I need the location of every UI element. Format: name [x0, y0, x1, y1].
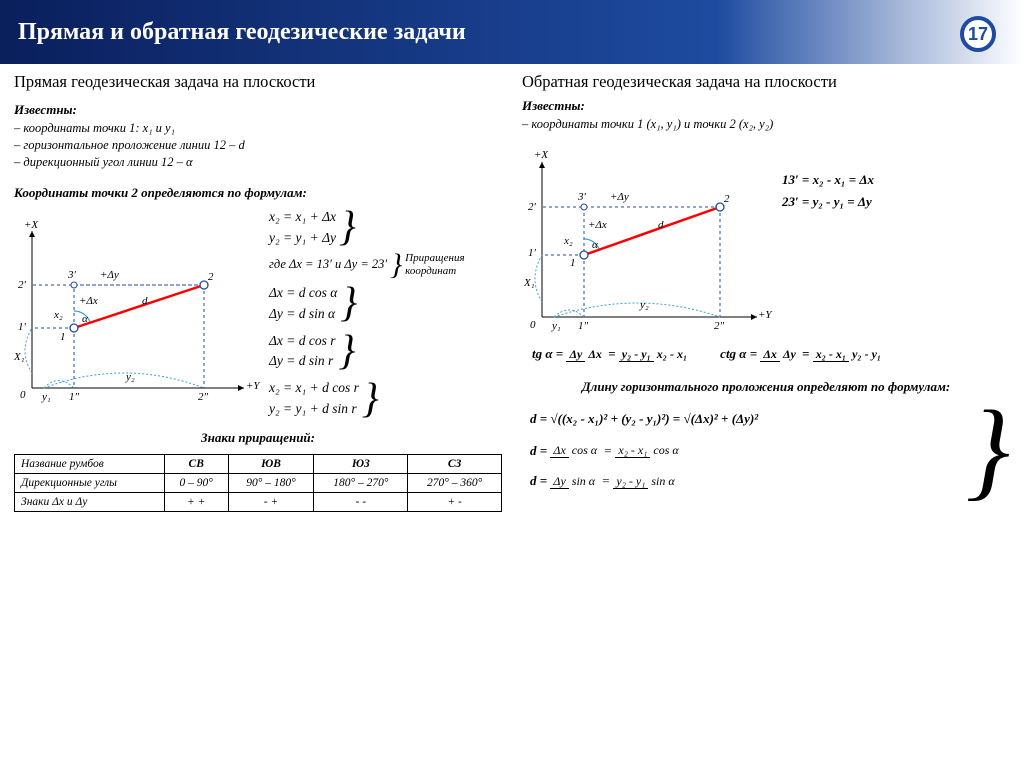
given-item: – горизонтальное проложение линии 12 – d: [14, 137, 502, 154]
equation: Δy = d sin α: [269, 304, 337, 325]
equation: d = √((x₂ - x₁)² + (y₂ - y₁)²) = √(Δx)² …: [530, 408, 963, 430]
brace-icon: }: [362, 385, 379, 414]
signs-table: Название румбов СВ ЮВ ЮЗ СЗ Дирекционные…: [14, 454, 502, 512]
axis-label: +Y: [246, 380, 260, 392]
delta-label: +Δx: [588, 219, 607, 231]
coord-label: X₁: [524, 277, 535, 289]
point-label: 2′: [18, 279, 26, 291]
delta-label: +Δy: [610, 191, 629, 203]
direct-formulas: x₂ = x₁ + Δx y₂ = y₁ + Δy } где Δx = 13′…: [269, 207, 502, 421]
equation: Δy = d sin r: [269, 351, 336, 372]
point-label: 1′: [528, 247, 536, 259]
distance-formulas: d = √((x₂ - x₁)² + (y₂ - y₁)²) = √(Δx)² …: [530, 403, 1010, 497]
point-label: 1: [60, 331, 66, 343]
given-title: Известны:: [14, 102, 502, 118]
delta-label: +Δx: [79, 295, 98, 307]
equation: Δx = d cos r: [269, 331, 336, 352]
coord-label: y₂: [126, 371, 135, 383]
d-sin-formula: d = Δysin α = y₂ - y₁sin α: [530, 470, 963, 492]
angle-label: α: [82, 313, 88, 325]
axis-label: +Y: [758, 309, 772, 321]
coord-label: X₁: [14, 351, 25, 363]
angle-label: α: [592, 239, 598, 251]
distance-label: d: [142, 295, 148, 307]
table-caption: Знаки приращений:: [14, 430, 502, 446]
left-column: Прямая геодезическая задача на плоскости…: [14, 72, 502, 512]
annotation: Приращения координат: [405, 252, 477, 276]
equation: 23′ = y₂ - y₁ = Δy: [782, 191, 874, 213]
right-subtitle: Обратная геодезическая задача на плоскос…: [522, 72, 1010, 92]
point-label: 2″: [198, 391, 208, 403]
point-label: 1″: [578, 320, 588, 332]
diagram-svg: [14, 213, 259, 408]
point-label: 2′: [528, 201, 536, 213]
slide-number-badge: 17: [960, 16, 996, 52]
point-label: 2: [724, 193, 730, 205]
coord-label: y₁: [552, 320, 561, 332]
brace-icon: }: [339, 337, 356, 366]
distance-label: d: [658, 219, 664, 231]
given-item: – координаты точки 1 (x₁, y₁) и точки 2 …: [522, 116, 1010, 133]
coord-label: x₂: [564, 235, 573, 247]
coord-label: y₂: [640, 299, 649, 311]
tg-formula: tg α = ΔyΔx = y₂ - y₁x₂ - x₁: [532, 343, 690, 365]
origin-label: 0: [20, 389, 26, 401]
length-heading: Длину горизонтального проложения определ…: [522, 379, 1010, 395]
d-cos-formula: d = Δxcos α = x₂ - x₁cos α: [530, 440, 963, 462]
coord-label: x₂: [54, 309, 63, 321]
point-label: 3′: [68, 269, 76, 281]
direct-problem-diagram: +X +Y 0 2′ 1′ 3′ +Δy +Δx 1 2 α d x₂ X₁ y…: [14, 213, 259, 408]
equation: x₂ = x₁ + d cos r: [269, 378, 359, 399]
inverse-problem-diagram: +X +Y 0 2′ 1′ 3′ +Δy +Δx 1 2 α d x₂ X₁ y…: [522, 147, 772, 337]
origin-label: 0: [530, 319, 536, 331]
point-label: 3′: [578, 191, 586, 203]
brace-icon: }: [340, 289, 357, 318]
coord-label: y₁: [42, 391, 51, 403]
ctg-formula: ctg α = ΔxΔy = x₂ - x₁y₂ - y₁: [720, 343, 884, 365]
brace-icon: }: [966, 403, 1010, 497]
tg-ctg-formulas: tg α = ΔyΔx = y₂ - y₁x₂ - x₁ ctg α = ΔxΔ…: [532, 343, 1010, 365]
axis-label: +X: [24, 219, 38, 231]
axis-label: +X: [534, 149, 548, 161]
inverse-delta-formulas: 13′ = x₂ - x₁ = Δx 23′ = y₂ - y₁ = Δy: [782, 141, 874, 213]
formula-heading: Координаты точки 2 определяются по форму…: [14, 185, 502, 201]
point-label: 2″: [714, 320, 724, 332]
table-row: Знаки Δx и Δy + + - + - - + -: [15, 493, 502, 512]
given-item: – координаты точки 1: x₁ и y₁: [14, 120, 502, 137]
table-row: Название румбов СВ ЮВ ЮЗ СЗ: [15, 455, 502, 474]
equation: y₂ = y₁ + d sin r: [269, 399, 359, 420]
delta-label: +Δy: [100, 269, 119, 281]
table-row: Дирекционные углы 0 – 90° 90° – 180° 180…: [15, 474, 502, 493]
brace-icon: }: [390, 254, 402, 275]
equation: x₂ = x₁ + Δx: [269, 207, 336, 228]
slide-header: Прямая и обратная геодезические задачи 1…: [0, 0, 1024, 64]
right-column: Обратная геодезическая задача на плоскос…: [522, 72, 1010, 512]
slide-title: Прямая и обратная геодезические задачи: [18, 19, 466, 46]
point-label: 2: [208, 271, 214, 283]
where-text: где Δx = 13′ и Δy = 23′: [269, 254, 387, 275]
point-label: 1′: [18, 321, 26, 333]
point-label: 1: [570, 257, 576, 269]
given-title: Известны:: [522, 98, 1010, 114]
equation: Δx = d cos α: [269, 283, 337, 304]
point-label: 1″: [69, 391, 79, 403]
slide-content: Прямая геодезическая задача на плоскости…: [0, 64, 1024, 512]
left-subtitle: Прямая геодезическая задача на плоскости: [14, 72, 502, 92]
equation: y₂ = y₁ + Δy: [269, 228, 336, 249]
brace-icon: }: [339, 213, 356, 242]
given-item: – дирекционный угол линии 12 – α: [14, 154, 502, 171]
equation: 13′ = x₂ - x₁ = Δx: [782, 169, 874, 191]
